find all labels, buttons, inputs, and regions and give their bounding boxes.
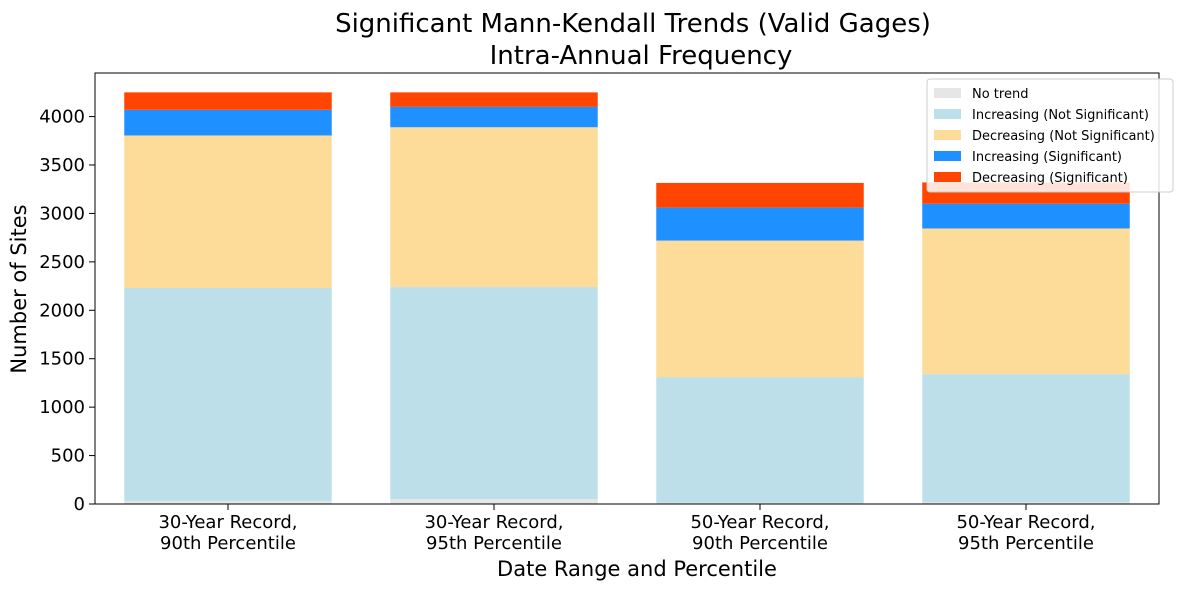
plot-frame (94, 72, 1160, 505)
y-tick-label: 3000 (39, 203, 85, 224)
bar-segment-cat0-series1 (124, 288, 332, 502)
legend-entry-label: Increasing (Not Significant) (972, 108, 1149, 123)
y-axis: 0 500 1000 1500 2000 2500 3000 3500 4000 (39, 107, 95, 515)
bar-segment-cat0-series4 (124, 92, 332, 110)
x-tick-label: 90th Percentile (692, 533, 828, 554)
x-tick-label: 30-Year Record, (424, 512, 563, 533)
bar-segment-cat1-series3 (390, 106, 598, 128)
bar-segment-cat3-series3 (922, 203, 1130, 229)
y-axis-label: Number of Sites (7, 204, 31, 373)
y-tick-label: 2500 (39, 252, 85, 273)
bar-segment-cat1-series1 (390, 287, 598, 500)
y-tick-label: 500 (51, 446, 85, 467)
y-tick-label: 2000 (39, 300, 85, 321)
bar-segment-cat0-series0 (124, 501, 332, 504)
bar-segment-cat2-series0 (656, 502, 864, 504)
legend-entry-label: Increasing (Significant) (972, 150, 1122, 165)
bar-segment-cat1-series0 (390, 499, 598, 504)
bar-segment-cat0-series3 (124, 109, 332, 136)
x-tick-label: 50-Year Record, (690, 512, 829, 533)
legend-swatch (934, 109, 961, 119)
legend: No trend Increasing (Not Significant) Decr… (926, 78, 1174, 193)
bar-segment-cat0-series2 (124, 135, 332, 289)
bar-segment-cat2-series3 (656, 207, 864, 241)
x-tick-label: 95th Percentile (426, 533, 562, 554)
bar-segment-cat2-series1 (656, 377, 864, 503)
legend-swatch (934, 88, 961, 98)
legend-entry-label: Decreasing (Not Significant) (972, 129, 1155, 144)
legend-frame (926, 78, 1174, 193)
bar-segment-cat2-series4 (656, 182, 864, 208)
bar-segment-cat3-series1 (922, 374, 1130, 503)
bar-segment-cat3-series2 (922, 228, 1130, 375)
bar-segment-cat3-series0 (922, 502, 1130, 504)
x-axis-label: Date Range and Percentile (497, 557, 777, 581)
y-tick-label: 4000 (39, 107, 85, 128)
legend-swatch (934, 151, 961, 161)
bar-segment-cat1-series2 (390, 127, 598, 288)
x-tick-label: 30-Year Record, (158, 512, 297, 533)
x-tick-label: 50-Year Record, (956, 512, 1095, 533)
legend-swatch (934, 172, 961, 182)
legend-entry-label: Decreasing (Significant) (972, 171, 1128, 186)
y-tick-label: 0 (74, 494, 85, 515)
chart-title-line-2: Intra-Annual Frequency (490, 41, 793, 71)
y-tick-label: 3500 (39, 155, 85, 176)
bars-layer (124, 92, 1130, 504)
x-tick-label: 95th Percentile (958, 533, 1094, 554)
y-tick-label: 1500 (39, 349, 85, 370)
x-tick-label: 90th Percentile (160, 533, 296, 554)
y-tick-label: 1000 (39, 397, 85, 418)
bar-segment-cat2-series2 (656, 240, 864, 378)
bar-segment-cat1-series4 (390, 92, 598, 107)
chart-title-line-1: Significant Mann-Kendall Trends (Valid G… (335, 9, 931, 39)
legend-swatch (934, 130, 961, 140)
legend-entry-label: No trend (972, 87, 1028, 102)
chart-title: Significant Mann-Kendall Trends (Valid G… (335, 9, 931, 71)
